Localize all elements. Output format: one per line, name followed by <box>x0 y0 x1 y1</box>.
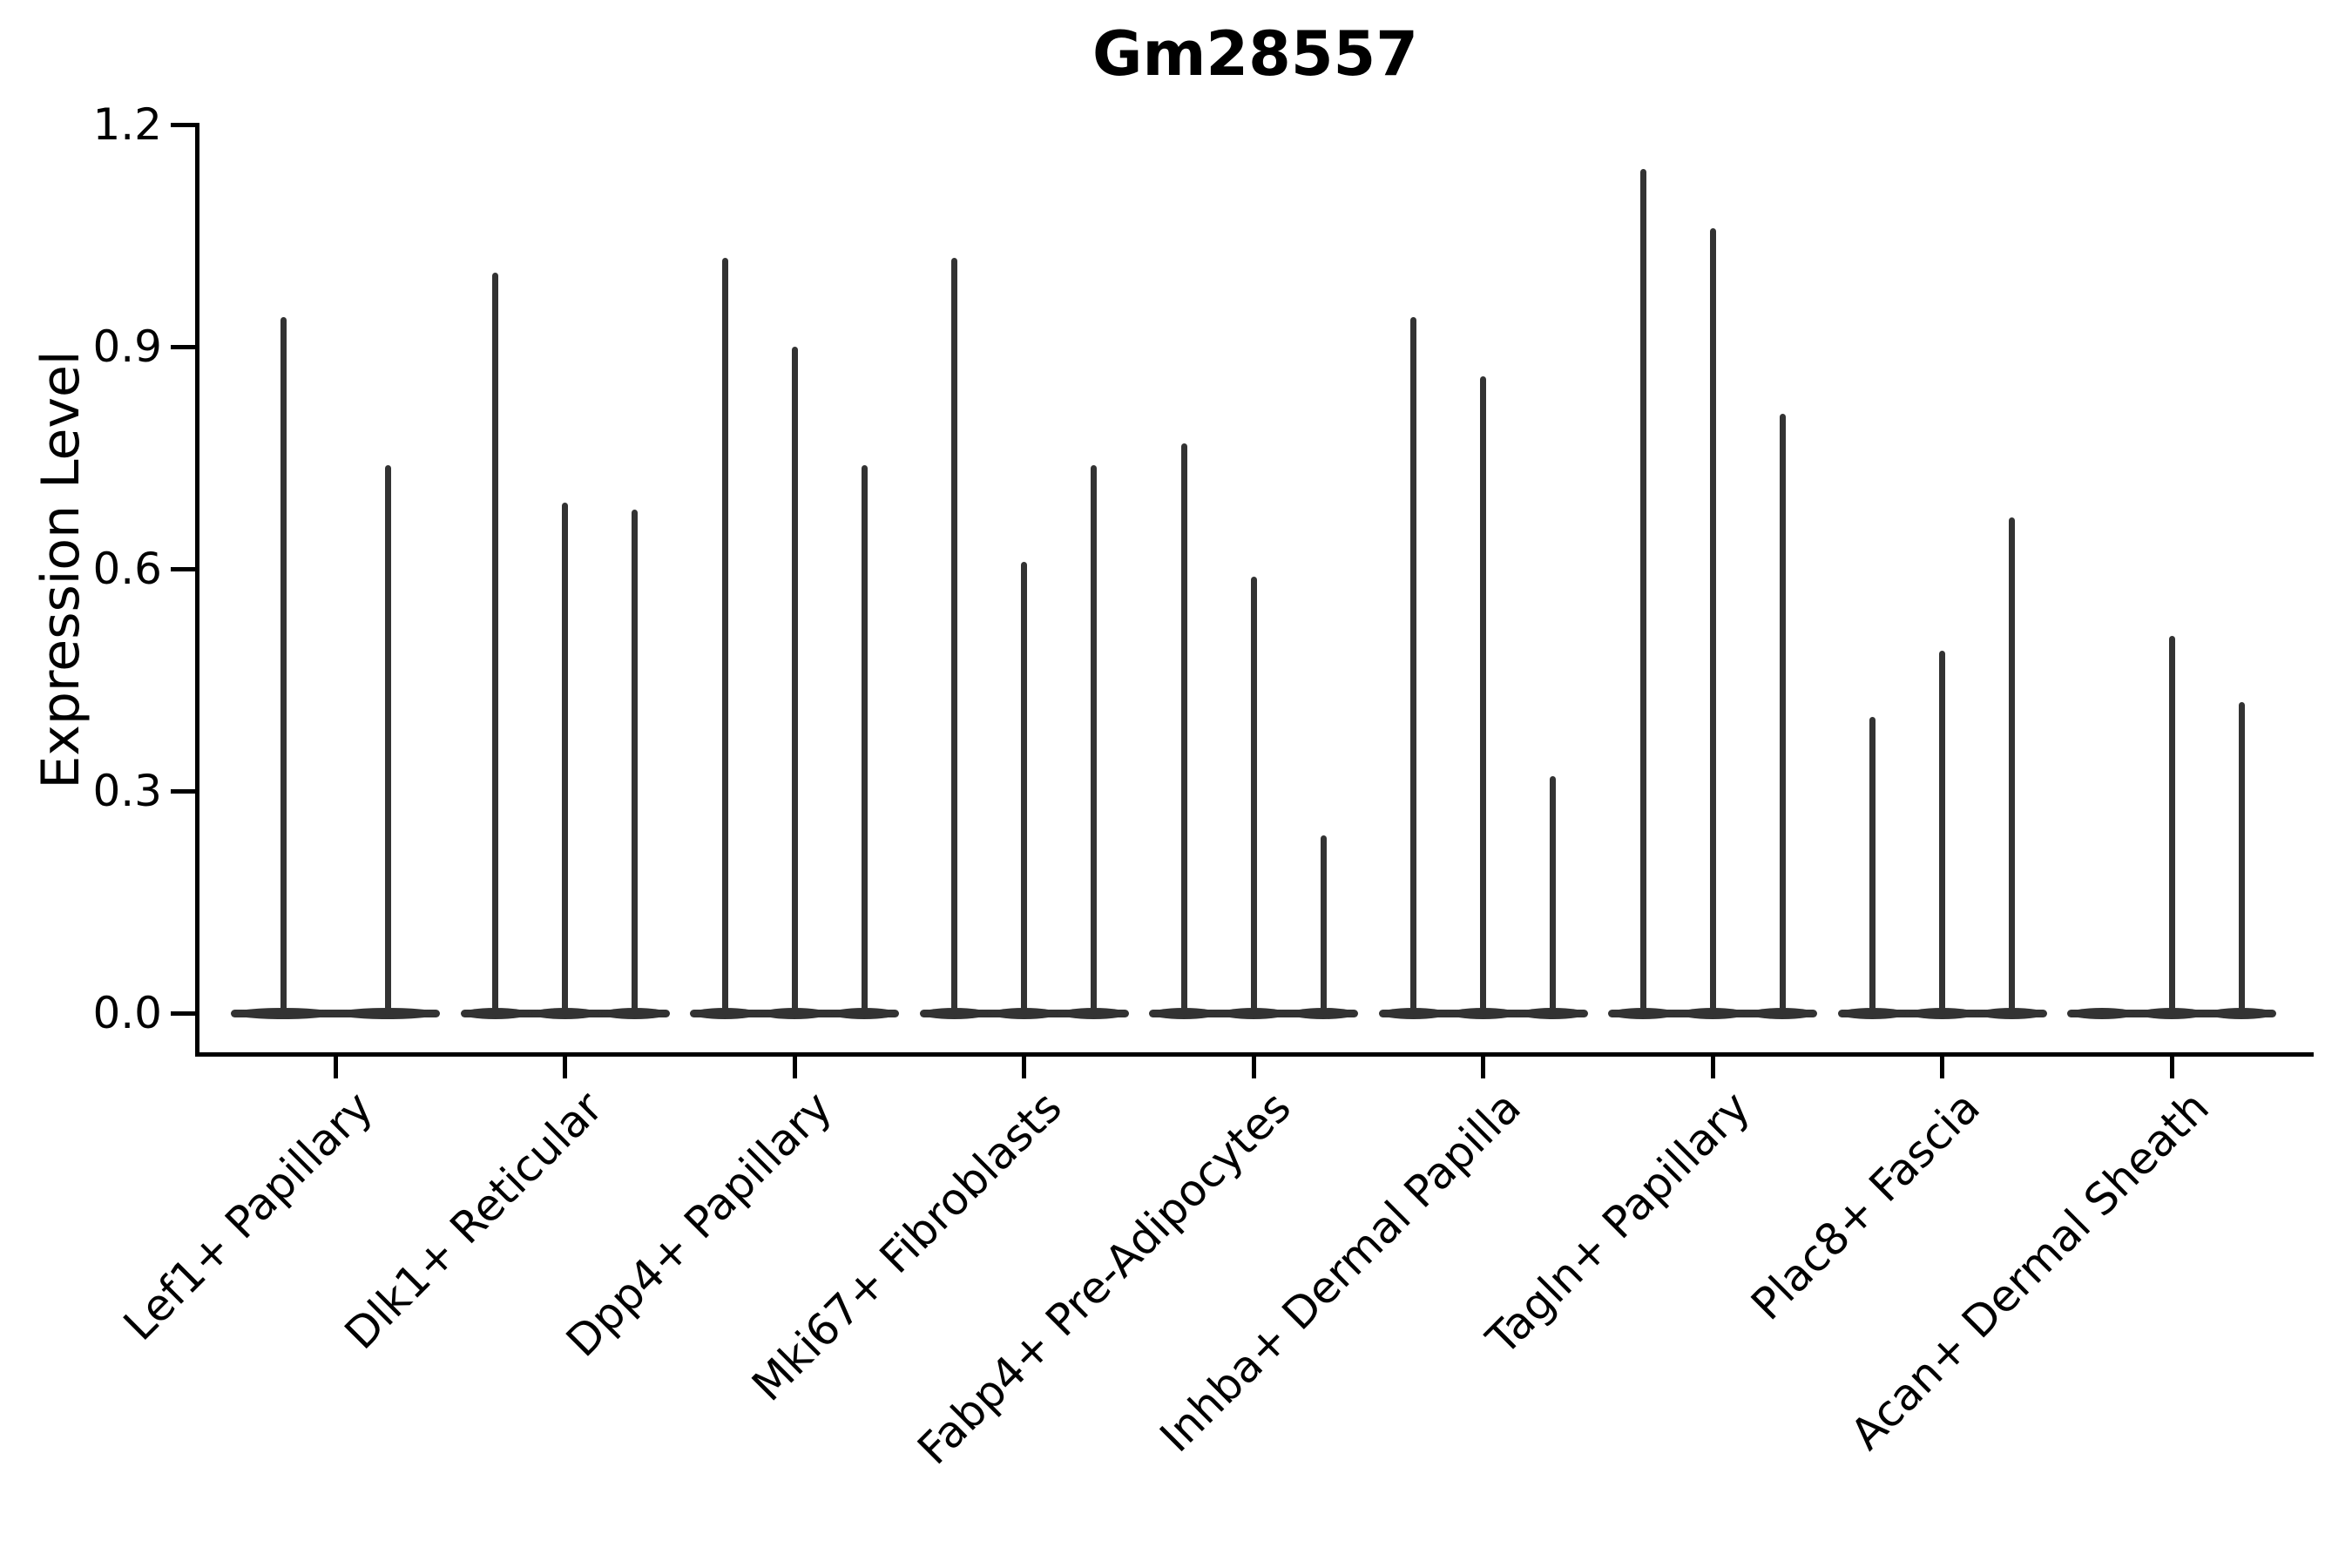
violin-spike <box>2238 702 2245 1017</box>
violin-spike <box>791 347 798 1017</box>
violin-spike <box>1091 465 1097 1017</box>
violin-spike <box>2168 635 2175 1017</box>
violin-spike <box>721 258 728 1017</box>
y-tick <box>171 122 195 127</box>
violin-spike <box>632 510 638 1017</box>
y-tick-label: 0.6 <box>92 544 162 594</box>
violin-body <box>2068 1007 2136 1019</box>
x-tick <box>1710 1056 1715 1078</box>
x-tick <box>1481 1056 1485 1078</box>
chart-title: Gm28557 <box>1092 18 1418 90</box>
y-tick <box>171 788 195 794</box>
violin-spike <box>1021 561 1027 1017</box>
violin-spike <box>951 258 957 1017</box>
violin-spike <box>2009 517 2015 1017</box>
violin-spike <box>562 502 568 1017</box>
violin-spike <box>861 465 868 1017</box>
y-tick <box>171 566 195 571</box>
x-tick <box>1940 1056 1944 1078</box>
x-tick <box>2169 1056 2174 1078</box>
violin-spike <box>1639 169 1646 1017</box>
y-axis-spine <box>194 123 199 1056</box>
violin-spike <box>492 273 498 1017</box>
x-tick <box>1251 1056 1256 1078</box>
x-axis-line <box>194 1051 2314 1057</box>
y-tick <box>171 344 195 349</box>
violin-spike <box>1250 576 1257 1017</box>
x-tick <box>563 1056 567 1078</box>
x-tick <box>1022 1056 1026 1078</box>
x-tick <box>333 1056 338 1078</box>
y-tick-label: 1.2 <box>92 99 162 150</box>
violin-spike <box>1939 650 1945 1017</box>
violin-spike <box>1869 717 1876 1017</box>
violin-spike <box>1180 443 1187 1017</box>
y-tick <box>171 1010 195 1016</box>
violin-spike <box>1709 228 1716 1017</box>
violin-base <box>231 1009 440 1017</box>
y-tick-label: 0.0 <box>92 988 162 1038</box>
violin-spike <box>280 317 287 1017</box>
violin-spike <box>1550 776 1556 1017</box>
violin-spike <box>1480 376 1486 1017</box>
x-tick <box>792 1056 797 1078</box>
y-tick-label: 0.3 <box>92 766 162 816</box>
violin-spike <box>1410 317 1416 1017</box>
violin-spike <box>384 465 391 1017</box>
violin-spike <box>1779 413 1786 1017</box>
y-tick-label: 0.9 <box>92 321 162 372</box>
violin-spike <box>1320 835 1327 1017</box>
